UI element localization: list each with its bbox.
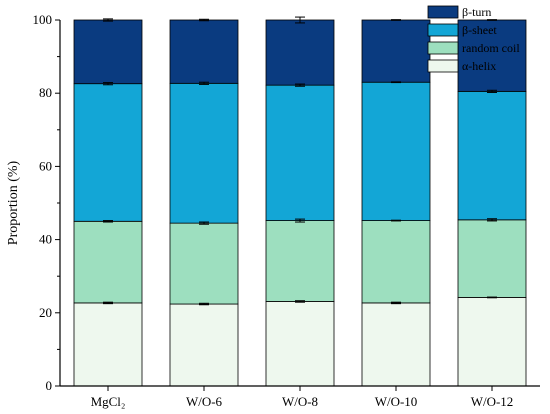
legend-item-0: α-helix — [427, 59, 496, 73]
bars-layer — [73, 19, 527, 387]
bar-segment-1-4 — [457, 219, 527, 298]
bar-segment-0-0 — [73, 302, 143, 387]
bar-segment-3-1 — [169, 19, 239, 84]
legend-item-3: β-turn — [427, 5, 491, 19]
error-bar-2-4 — [487, 89, 497, 93]
error-bar-0-3 — [391, 301, 401, 305]
error-bar-3-1 — [199, 18, 209, 22]
bar-segment-0-2 — [265, 301, 335, 387]
legend-label-1: random coil — [462, 41, 520, 55]
error-bar-2-2 — [295, 83, 305, 87]
error-bar-1-4 — [487, 218, 497, 222]
bar-segment-1-0 — [73, 220, 143, 304]
error-bar-3-2 — [295, 16, 305, 24]
error-bar-1-1 — [199, 221, 209, 225]
legend: β-turn β-sheet random coil α-helix — [427, 5, 520, 73]
error-bar-0-1 — [199, 302, 209, 306]
x-tick-label-4: W/O-12 — [471, 394, 514, 409]
y-tick-label-5: 100 — [33, 12, 53, 27]
legend-swatch-3 — [427, 5, 459, 19]
y-tick-label-2: 40 — [39, 232, 52, 247]
bar-segment-2-0 — [73, 83, 143, 222]
legend-swatch-2 — [427, 23, 459, 37]
error-bar-0-0 — [103, 301, 113, 305]
error-bar-2-3 — [391, 81, 401, 84]
error-bar-2-1 — [199, 81, 209, 85]
bar-segment-3-4 — [457, 19, 527, 92]
error-bar-1-0 — [103, 220, 113, 223]
bar-segment-2-2 — [265, 84, 335, 221]
error-bar-3-0 — [103, 18, 113, 22]
x-tick-label-2: W/O-8 — [282, 394, 318, 409]
bar-segment-3-0 — [73, 19, 143, 85]
y-tick-label-1: 20 — [39, 305, 52, 320]
y-tick-label-3: 60 — [39, 158, 52, 173]
error-bar-3-4 — [487, 19, 497, 21]
x-tick-label-1: W/O-6 — [186, 394, 223, 409]
error-bar-3-3 — [391, 19, 401, 21]
bar-segment-3-2 — [265, 19, 335, 86]
bar-segment-2-3 — [361, 81, 431, 221]
bar-segment-1-2 — [265, 220, 335, 302]
bar-segment-0-1 — [169, 303, 239, 387]
bar-segment-2-1 — [169, 82, 239, 224]
error-bar-1-2 — [295, 218, 305, 223]
bar-segment-2-4 — [457, 90, 527, 221]
legend-label-3: β-turn — [462, 5, 491, 19]
bar-segment-1-1 — [169, 222, 239, 305]
y-tick-label-4: 80 — [39, 85, 52, 100]
legend-label-0: α-helix — [462, 59, 496, 73]
y-tick-label-0: 0 — [46, 378, 53, 393]
error-bar-1-3 — [391, 219, 401, 222]
bar-segment-0-4 — [457, 297, 527, 387]
x-tick-label-0: MgCl₂ — [91, 394, 126, 409]
error-bar-0-4 — [487, 296, 497, 299]
axes-layer: MgCl₂ W/O-6 W/O-8 W/O-10 W/O-12 0 20 40 60 80 100 — [33, 12, 540, 409]
legend-item-1: random coil — [427, 41, 520, 55]
bar-segment-0-3 — [361, 302, 431, 387]
legend-swatch-1 — [427, 41, 459, 55]
error-bars-layer — [103, 16, 497, 306]
legend-item-2: β-sheet — [427, 23, 497, 37]
legend-swatch-0 — [427, 59, 459, 73]
x-tick-label-3: W/O-10 — [375, 394, 418, 409]
y-axis-label: Proportion (%) — [6, 160, 21, 245]
bar-segment-1-3 — [361, 220, 431, 304]
error-bar-0-2 — [295, 300, 305, 303]
bar-segment-3-3 — [361, 19, 431, 83]
legend-label-2: β-sheet — [462, 23, 497, 37]
error-bar-2-0 — [103, 82, 113, 86]
